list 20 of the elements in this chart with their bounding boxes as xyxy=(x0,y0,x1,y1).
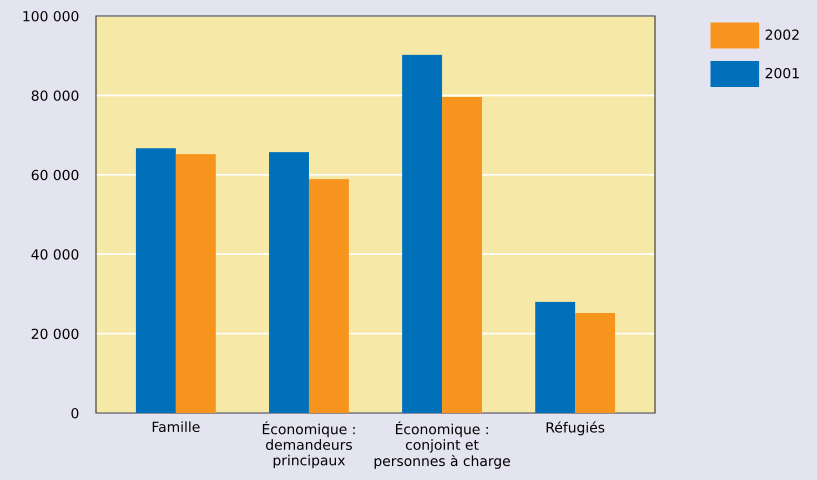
bar xyxy=(308,179,349,413)
bar xyxy=(136,148,176,413)
bar xyxy=(535,302,576,413)
bar xyxy=(442,96,482,413)
bar xyxy=(402,54,442,413)
y-tick-label: 60 000 xyxy=(32,170,78,180)
x-tick-label: Réfugiés xyxy=(546,421,604,436)
bar xyxy=(269,152,309,413)
x-tick-label: Économique : conjoint et personnes à charge xyxy=(374,421,510,469)
legend-label: 2001 xyxy=(766,68,799,78)
x-tick-label: Économique : demandeurs principaux xyxy=(262,421,355,468)
y-tick-label: 100 000 xyxy=(23,10,78,22)
bar xyxy=(575,312,616,413)
legend-label: 2002 xyxy=(766,29,799,40)
y-tick-label: 0 xyxy=(71,408,78,418)
y-tick-label: 40 000 xyxy=(31,249,78,260)
y-tick-label: 80 000 xyxy=(32,90,78,101)
bar xyxy=(176,154,216,413)
y-tick-label: 20 000 xyxy=(32,328,78,340)
x-tick-label: Famille xyxy=(152,421,200,432)
